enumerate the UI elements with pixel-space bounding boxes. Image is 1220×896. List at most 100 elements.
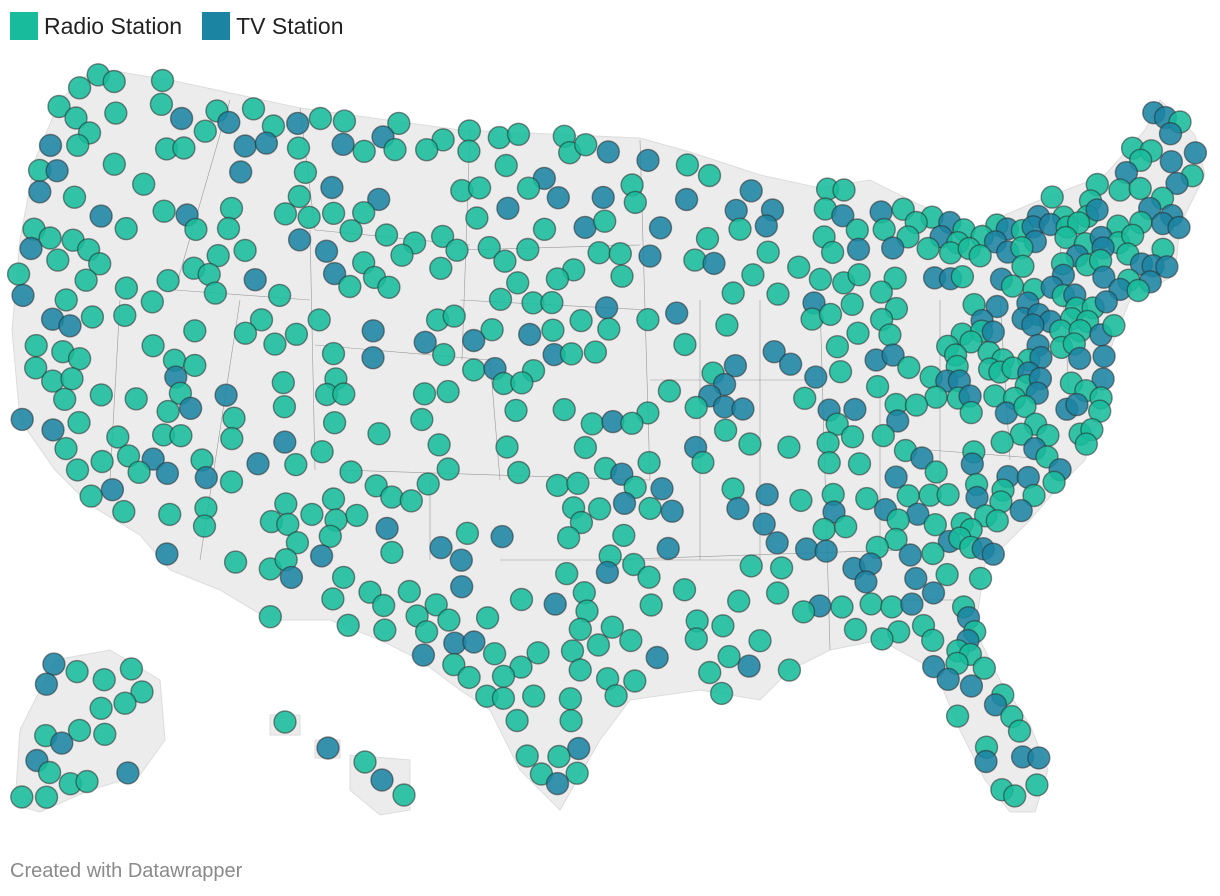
radio-station-marker[interactable] xyxy=(412,382,437,406)
radio-station-marker[interactable] xyxy=(728,217,752,241)
radio-station-marker[interactable] xyxy=(67,76,92,100)
radio-station-marker[interactable] xyxy=(216,216,241,241)
radio-station-marker[interactable] xyxy=(113,691,137,715)
tv-station-marker[interactable] xyxy=(804,365,828,389)
tv-station-marker[interactable] xyxy=(449,548,473,572)
radio-station-marker[interactable] xyxy=(541,318,565,342)
radio-station-marker[interactable] xyxy=(870,627,894,651)
tv-station-marker[interactable] xyxy=(490,524,514,549)
tv-station-marker[interactable] xyxy=(545,771,570,796)
radio-station-marker[interactable] xyxy=(336,613,360,637)
radio-station-marker[interactable] xyxy=(24,356,48,380)
radio-station-marker[interactable] xyxy=(156,399,180,424)
radio-station-marker[interactable] xyxy=(67,410,91,435)
radio-station-marker[interactable] xyxy=(936,482,960,507)
radio-station-marker[interactable] xyxy=(673,332,697,357)
radio-station-marker[interactable] xyxy=(846,321,870,345)
radio-station-marker[interactable] xyxy=(93,722,117,746)
tv-station-marker[interactable] xyxy=(1094,290,1119,314)
radio-station-marker[interactable] xyxy=(847,452,872,476)
radio-station-marker[interactable] xyxy=(1025,773,1049,797)
radio-station-marker[interactable] xyxy=(604,684,628,708)
radio-station-marker[interactable] xyxy=(683,248,707,272)
radio-station-marker[interactable] xyxy=(297,205,321,230)
radio-station-marker[interactable] xyxy=(959,400,983,425)
radio-station-marker[interactable] xyxy=(559,342,584,366)
radio-station-marker[interactable] xyxy=(765,581,790,605)
radio-station-marker[interactable] xyxy=(487,125,511,150)
radio-station-marker[interactable] xyxy=(52,387,77,411)
radio-station-marker[interactable] xyxy=(840,425,865,449)
tv-station-marker[interactable] xyxy=(411,643,436,667)
radio-station-marker[interactable] xyxy=(397,579,421,604)
tv-station-marker[interactable] xyxy=(636,148,660,173)
radio-station-marker[interactable] xyxy=(89,696,113,720)
tv-station-marker[interactable] xyxy=(546,185,570,210)
radio-station-marker[interactable] xyxy=(87,252,112,276)
radio-station-marker[interactable] xyxy=(555,561,579,586)
radio-station-marker[interactable] xyxy=(430,224,455,249)
radio-station-marker[interactable] xyxy=(709,681,734,706)
radio-station-marker[interactable] xyxy=(556,526,581,550)
radio-station-marker[interactable] xyxy=(959,330,983,354)
radio-station-marker[interactable] xyxy=(272,395,297,419)
radio-station-marker[interactable] xyxy=(92,668,116,692)
radio-station-marker[interactable] xyxy=(515,744,539,768)
radio-station-marker[interactable] xyxy=(717,644,741,669)
tv-station-marker[interactable] xyxy=(1067,346,1092,371)
radio-station-marker[interactable] xyxy=(697,163,722,188)
radio-station-marker[interactable] xyxy=(540,290,564,315)
tv-station-marker[interactable] xyxy=(591,185,615,210)
radio-station-marker[interactable] xyxy=(789,488,813,513)
radio-station-marker[interactable] xyxy=(545,473,570,498)
radio-station-marker[interactable] xyxy=(436,457,460,481)
radio-station-marker[interactable] xyxy=(886,508,910,532)
radio-station-marker[interactable] xyxy=(60,367,84,391)
radio-station-marker[interactable] xyxy=(465,206,489,230)
radio-station-marker[interactable] xyxy=(102,69,126,94)
radio-station-marker[interactable] xyxy=(399,489,423,513)
tv-station-marker[interactable] xyxy=(11,283,35,308)
radio-station-marker[interactable] xyxy=(64,106,88,130)
radio-station-marker[interactable] xyxy=(935,562,959,587)
radio-station-marker[interactable] xyxy=(274,492,298,516)
radio-station-marker[interactable] xyxy=(372,593,396,618)
tv-station-marker[interactable] xyxy=(194,465,219,490)
radio-station-marker[interactable] xyxy=(258,605,282,629)
radio-station-marker[interactable] xyxy=(67,718,92,743)
radio-station-marker[interactable] xyxy=(80,305,105,329)
tv-station-marker[interactable] xyxy=(1155,255,1179,279)
radio-station-marker[interactable] xyxy=(580,412,604,436)
radio-station-marker[interactable] xyxy=(267,283,292,308)
radio-station-marker[interactable] xyxy=(1128,176,1152,201)
radio-station-marker[interactable] xyxy=(467,176,492,200)
radio-station-marker[interactable] xyxy=(285,531,310,555)
radio-station-marker[interactable] xyxy=(114,276,139,300)
radio-station-marker[interactable] xyxy=(332,382,356,406)
radio-station-marker[interactable] xyxy=(352,200,376,225)
radio-station-marker[interactable] xyxy=(390,243,414,267)
tv-station-marker[interactable] xyxy=(1065,392,1089,417)
radio-station-marker[interactable] xyxy=(307,308,331,332)
radio-station-marker[interactable] xyxy=(968,566,993,591)
radio-station-marker[interactable] xyxy=(321,341,346,366)
radio-station-marker[interactable] xyxy=(222,406,246,430)
radio-station-marker[interactable] xyxy=(488,287,513,311)
radio-station-marker[interactable] xyxy=(310,440,334,464)
radio-station-marker[interactable] xyxy=(114,216,138,241)
radio-station-marker[interactable] xyxy=(1126,278,1150,303)
radio-station-marker[interactable] xyxy=(990,430,1014,454)
tv-station-marker[interactable] xyxy=(881,236,905,260)
radio-station-marker[interactable] xyxy=(793,386,817,410)
radio-station-marker[interactable] xyxy=(116,444,141,468)
tv-station-marker[interactable] xyxy=(462,328,486,353)
radio-station-marker[interactable] xyxy=(620,411,644,435)
radio-station-marker[interactable] xyxy=(321,587,345,611)
tv-station-marker[interactable] xyxy=(846,237,871,262)
radio-station-marker[interactable] xyxy=(600,615,624,639)
radio-station-marker[interactable] xyxy=(516,237,540,262)
tv-station-marker[interactable] xyxy=(726,496,750,521)
radio-station-marker[interactable] xyxy=(637,565,661,589)
tv-station-marker[interactable] xyxy=(429,535,453,560)
tv-station-marker[interactable] xyxy=(778,352,803,376)
